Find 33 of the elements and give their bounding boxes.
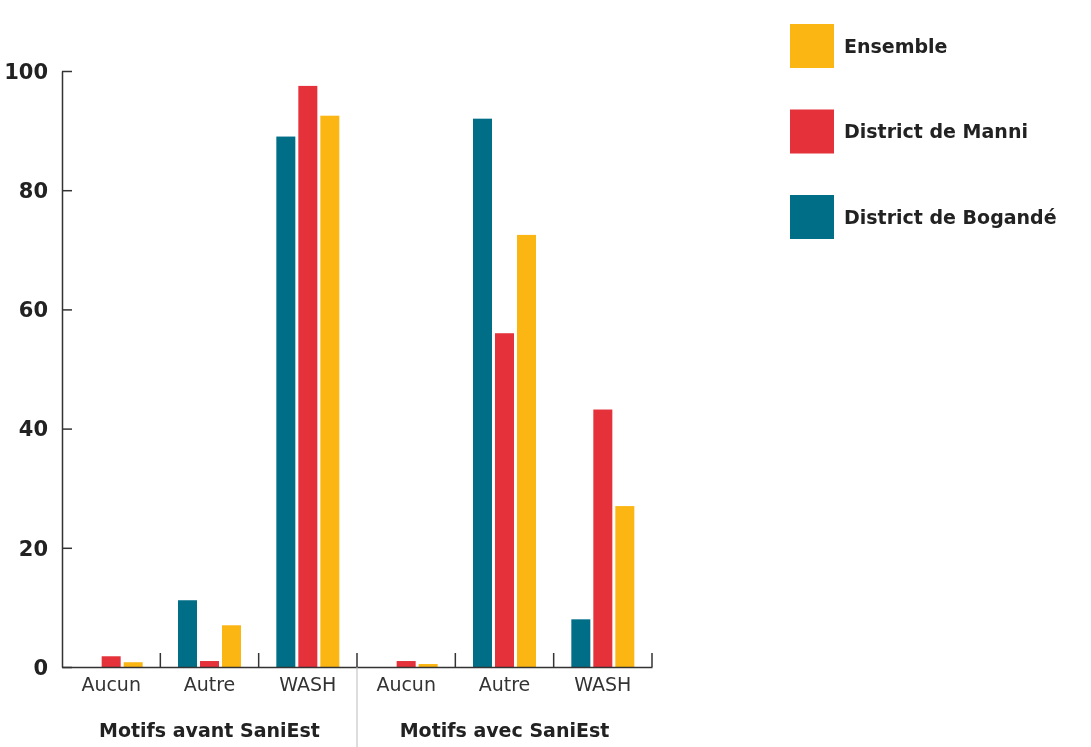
x-tick-label: Aucun — [81, 672, 141, 695]
bar — [123, 662, 143, 667]
y-tick-label: 40 — [18, 417, 48, 442]
bar — [298, 85, 318, 667]
bar — [593, 409, 613, 667]
bar — [178, 600, 197, 667]
x-tick-label: WASH — [279, 672, 337, 695]
bar — [222, 625, 241, 667]
bar — [200, 661, 219, 667]
y-tick-label: 20 — [18, 536, 48, 561]
text: Motifs avec SaniEst — [399, 719, 610, 741]
x-tick-label: Autre — [478, 672, 531, 695]
bar — [396, 661, 416, 667]
x-tick-label: WASH — [574, 672, 632, 695]
bar — [276, 136, 296, 667]
y-tick-label: 100 — [4, 59, 48, 84]
bar — [473, 118, 492, 667]
bar — [517, 234, 536, 667]
bar — [418, 664, 438, 667]
y-tick-label: 80 — [18, 179, 48, 204]
bar — [571, 619, 591, 667]
y-tick-label: 0 — [33, 655, 48, 680]
legend-label: Ensemble — [844, 34, 948, 57]
legend-label: District de Bogandé — [844, 205, 1057, 228]
bar — [320, 115, 340, 667]
y-tick-label: 60 — [18, 298, 48, 323]
text: Motifs avant SaniEst — [99, 719, 320, 741]
bar — [615, 506, 635, 667]
x-tick-label: Aucun — [376, 672, 436, 695]
legend-label: District de Manni — [844, 120, 1028, 143]
x-tick-label: Autre — [183, 672, 236, 695]
bar — [495, 333, 514, 667]
bar — [101, 656, 121, 667]
